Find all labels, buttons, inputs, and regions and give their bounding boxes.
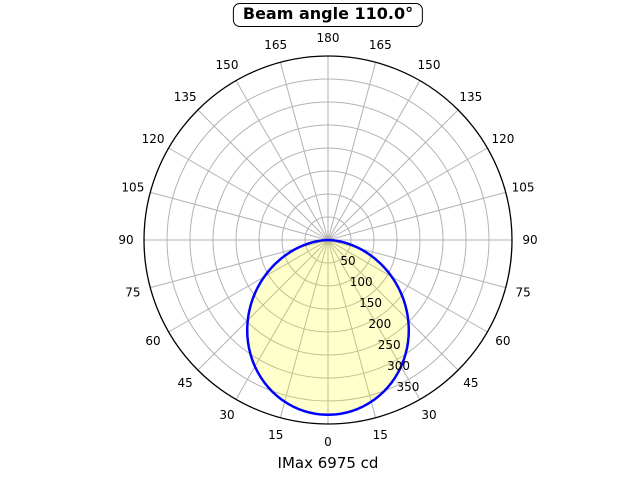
- theta-tick-label: 120: [491, 132, 514, 146]
- theta-tick-label: 15: [373, 428, 388, 442]
- theta-tick-label: 105: [512, 181, 535, 195]
- chart-title: Beam angle 110.0°: [242, 4, 414, 23]
- imax-label: IMax 6975 cd: [277, 454, 379, 472]
- r-gridline: [212, 124, 444, 356]
- theta-tick-label: 0: [324, 435, 332, 449]
- r-tick-label: 350: [396, 380, 419, 394]
- theta-tick-label: 60: [495, 334, 510, 348]
- r-gridline: [235, 147, 421, 333]
- theta-tick-label: 120: [142, 132, 165, 146]
- theta-tick-label: 150: [418, 58, 441, 72]
- r-gridline: [258, 170, 398, 310]
- theta-tick-label: 105: [121, 181, 144, 195]
- theta-tick-label: 60: [145, 334, 160, 348]
- theta-tick-label: 45: [463, 376, 478, 390]
- theta-tick-label: 15: [268, 428, 283, 442]
- r-gridline: [189, 101, 467, 379]
- theta-tick-label: 75: [515, 285, 530, 299]
- theta-tick-label: 90: [522, 233, 537, 247]
- outer-ring: [143, 55, 513, 425]
- r-gridline: [281, 193, 375, 287]
- r-tick-label: 100: [350, 275, 373, 289]
- r-tick-label: 250: [378, 338, 401, 352]
- chart-title-box: Beam angle 110.0°: [232, 3, 424, 27]
- theta-tick-label: 165: [264, 38, 287, 52]
- theta-tick-label: 75: [125, 285, 140, 299]
- r-tick-label: 200: [368, 317, 391, 331]
- theta-tick-label: 180: [317, 31, 340, 45]
- theta-tick-label: 45: [178, 376, 193, 390]
- r-gridline: [304, 216, 352, 264]
- theta-tick-label: 90: [118, 233, 133, 247]
- theta-tick-label: 30: [219, 408, 234, 422]
- theta-tick-label: 30: [421, 408, 436, 422]
- theta-tick-label: 135: [459, 90, 482, 104]
- beam-curve: [245, 238, 411, 417]
- r-tick-label: 50: [340, 254, 355, 268]
- r-tick-label: 150: [359, 296, 382, 310]
- r-gridline: [166, 78, 490, 402]
- theta-tick-label: 135: [174, 90, 197, 104]
- r-tick-label: 300: [387, 359, 410, 373]
- theta-tick-label: 150: [216, 58, 239, 72]
- theta-tick-label: 165: [369, 38, 392, 52]
